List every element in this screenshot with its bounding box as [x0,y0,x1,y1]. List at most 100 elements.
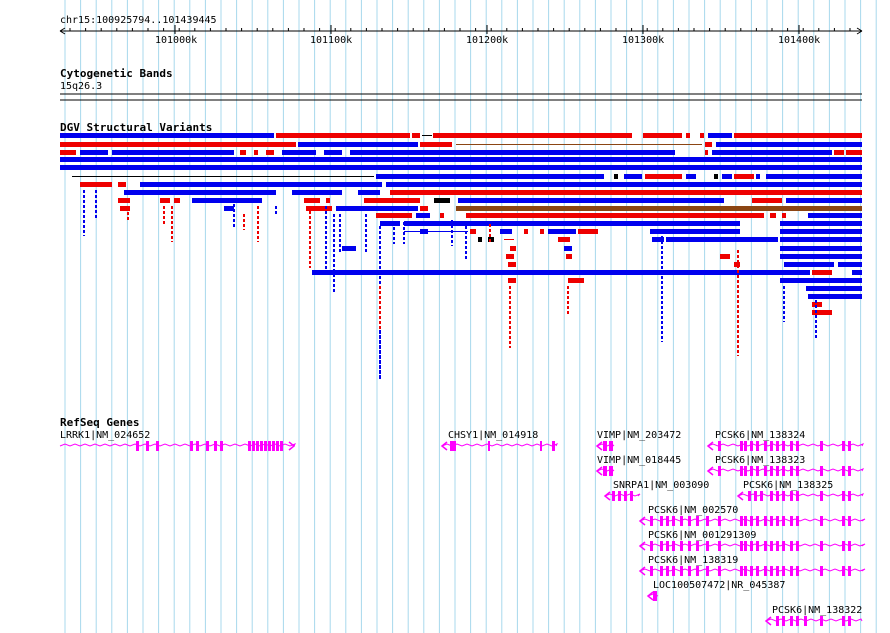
gene-exon [770,491,773,501]
ruler[interactable] [0,0,890,60]
gene-exon [718,466,721,476]
gene-exon [196,441,199,451]
gene-exon [848,491,851,501]
gene-exon [488,441,490,451]
gene-exon [630,491,633,501]
variant-bar [364,198,420,203]
variant-bar [708,133,732,138]
variant-bar [456,206,862,211]
variant-bar [558,237,570,242]
variant-bar [174,198,180,203]
variant-bar [336,206,418,211]
gene-label-pcsk6-001291309: PCSK6|NM_001291309 [648,530,757,541]
variant-bar [282,150,316,155]
ruler-tick-label-4: 101300k [622,35,665,46]
variant-bar [734,174,754,179]
gene-exon [603,441,607,451]
gene-exon [776,566,779,576]
variant-bar [304,198,320,203]
variant-bar [508,278,516,283]
cytoband-bar[interactable] [0,0,890,110]
gene-intron-line [639,568,866,572]
gene-exon [782,566,785,576]
gene-exon [666,566,669,576]
variant-bar [756,174,760,179]
variant-bar [60,142,296,147]
gene-exon [820,491,823,501]
gene-intron-line [765,618,863,622]
gene-intron-line [441,443,559,447]
gene-exon [206,441,209,451]
variant-bar [60,157,862,162]
variant-bar [420,142,452,147]
gene-intron-line [707,443,865,447]
gene-exon [740,516,743,526]
gene-exon [790,616,793,626]
gene-exon [650,566,653,576]
gene-exon [782,516,785,526]
variant-bar [458,198,724,203]
gene-exon [776,491,779,501]
gene-exon [706,541,709,551]
gene-exon [750,441,753,451]
gene-intron-line [604,493,641,497]
gene-exon [776,541,779,551]
gene-exon [756,441,759,451]
variant-bar [645,174,682,179]
gene-strand-arrow [638,516,646,526]
variant-bar [404,221,740,226]
gene-exon [740,541,743,551]
gene-label-pcsk6-002570: PCSK6|NM_002570 [648,505,739,516]
variant-bar [812,310,832,315]
variant-bar [254,150,258,155]
variant-bar [192,198,262,203]
variant-bar [812,302,822,307]
gene-label-chsy1: CHSY1|NM_014918 [448,430,539,441]
gene-exon [740,566,743,576]
gene-strand-arrow [595,466,603,476]
variant-bar [712,150,832,155]
variant-bar [564,246,572,251]
gene-exon [696,516,699,526]
variant-bar [578,229,598,234]
variant-bar [434,198,450,203]
gene-exon [764,516,767,526]
variant-bar [342,246,356,251]
gene-exon [842,466,845,476]
variant-bar [60,150,76,155]
variant-bar [306,206,332,211]
variant-bar [508,262,516,267]
variant-bar [734,133,862,138]
gene-exon [782,616,785,626]
gene-intron-line [737,493,865,497]
gene-exon [764,466,767,476]
gene-exon [756,466,759,476]
gene-exon [750,466,753,476]
gene-exon [740,441,743,451]
variant-bar [240,150,246,155]
variant-bar [118,182,126,187]
variant-bar [705,150,708,155]
variant-bar [266,150,274,155]
gene-exon [842,566,845,576]
gene-exon [256,441,259,451]
variant-bar [160,198,170,203]
gene-label-lrrk1: LRRK1|NM_024652 [60,430,151,441]
gene-exon [842,541,845,551]
gene-exon [790,566,793,576]
gene-exon [744,441,747,451]
variant-bar [812,270,832,275]
gene-label-vimp-203472: VIMP|NM_203472 [597,430,682,441]
dgv-variant-features[interactable] [0,0,890,400]
variant-bar [705,142,712,147]
gene-exon [848,466,851,476]
gene-exon [770,441,773,451]
gene-exon [696,566,699,576]
variant-bar [714,174,718,179]
gene-exon [756,566,759,576]
gene-exon [280,441,283,451]
ruler-tick-label-3: 101200k [466,35,509,46]
gene-exon [248,441,251,451]
gene-exon [764,441,767,451]
